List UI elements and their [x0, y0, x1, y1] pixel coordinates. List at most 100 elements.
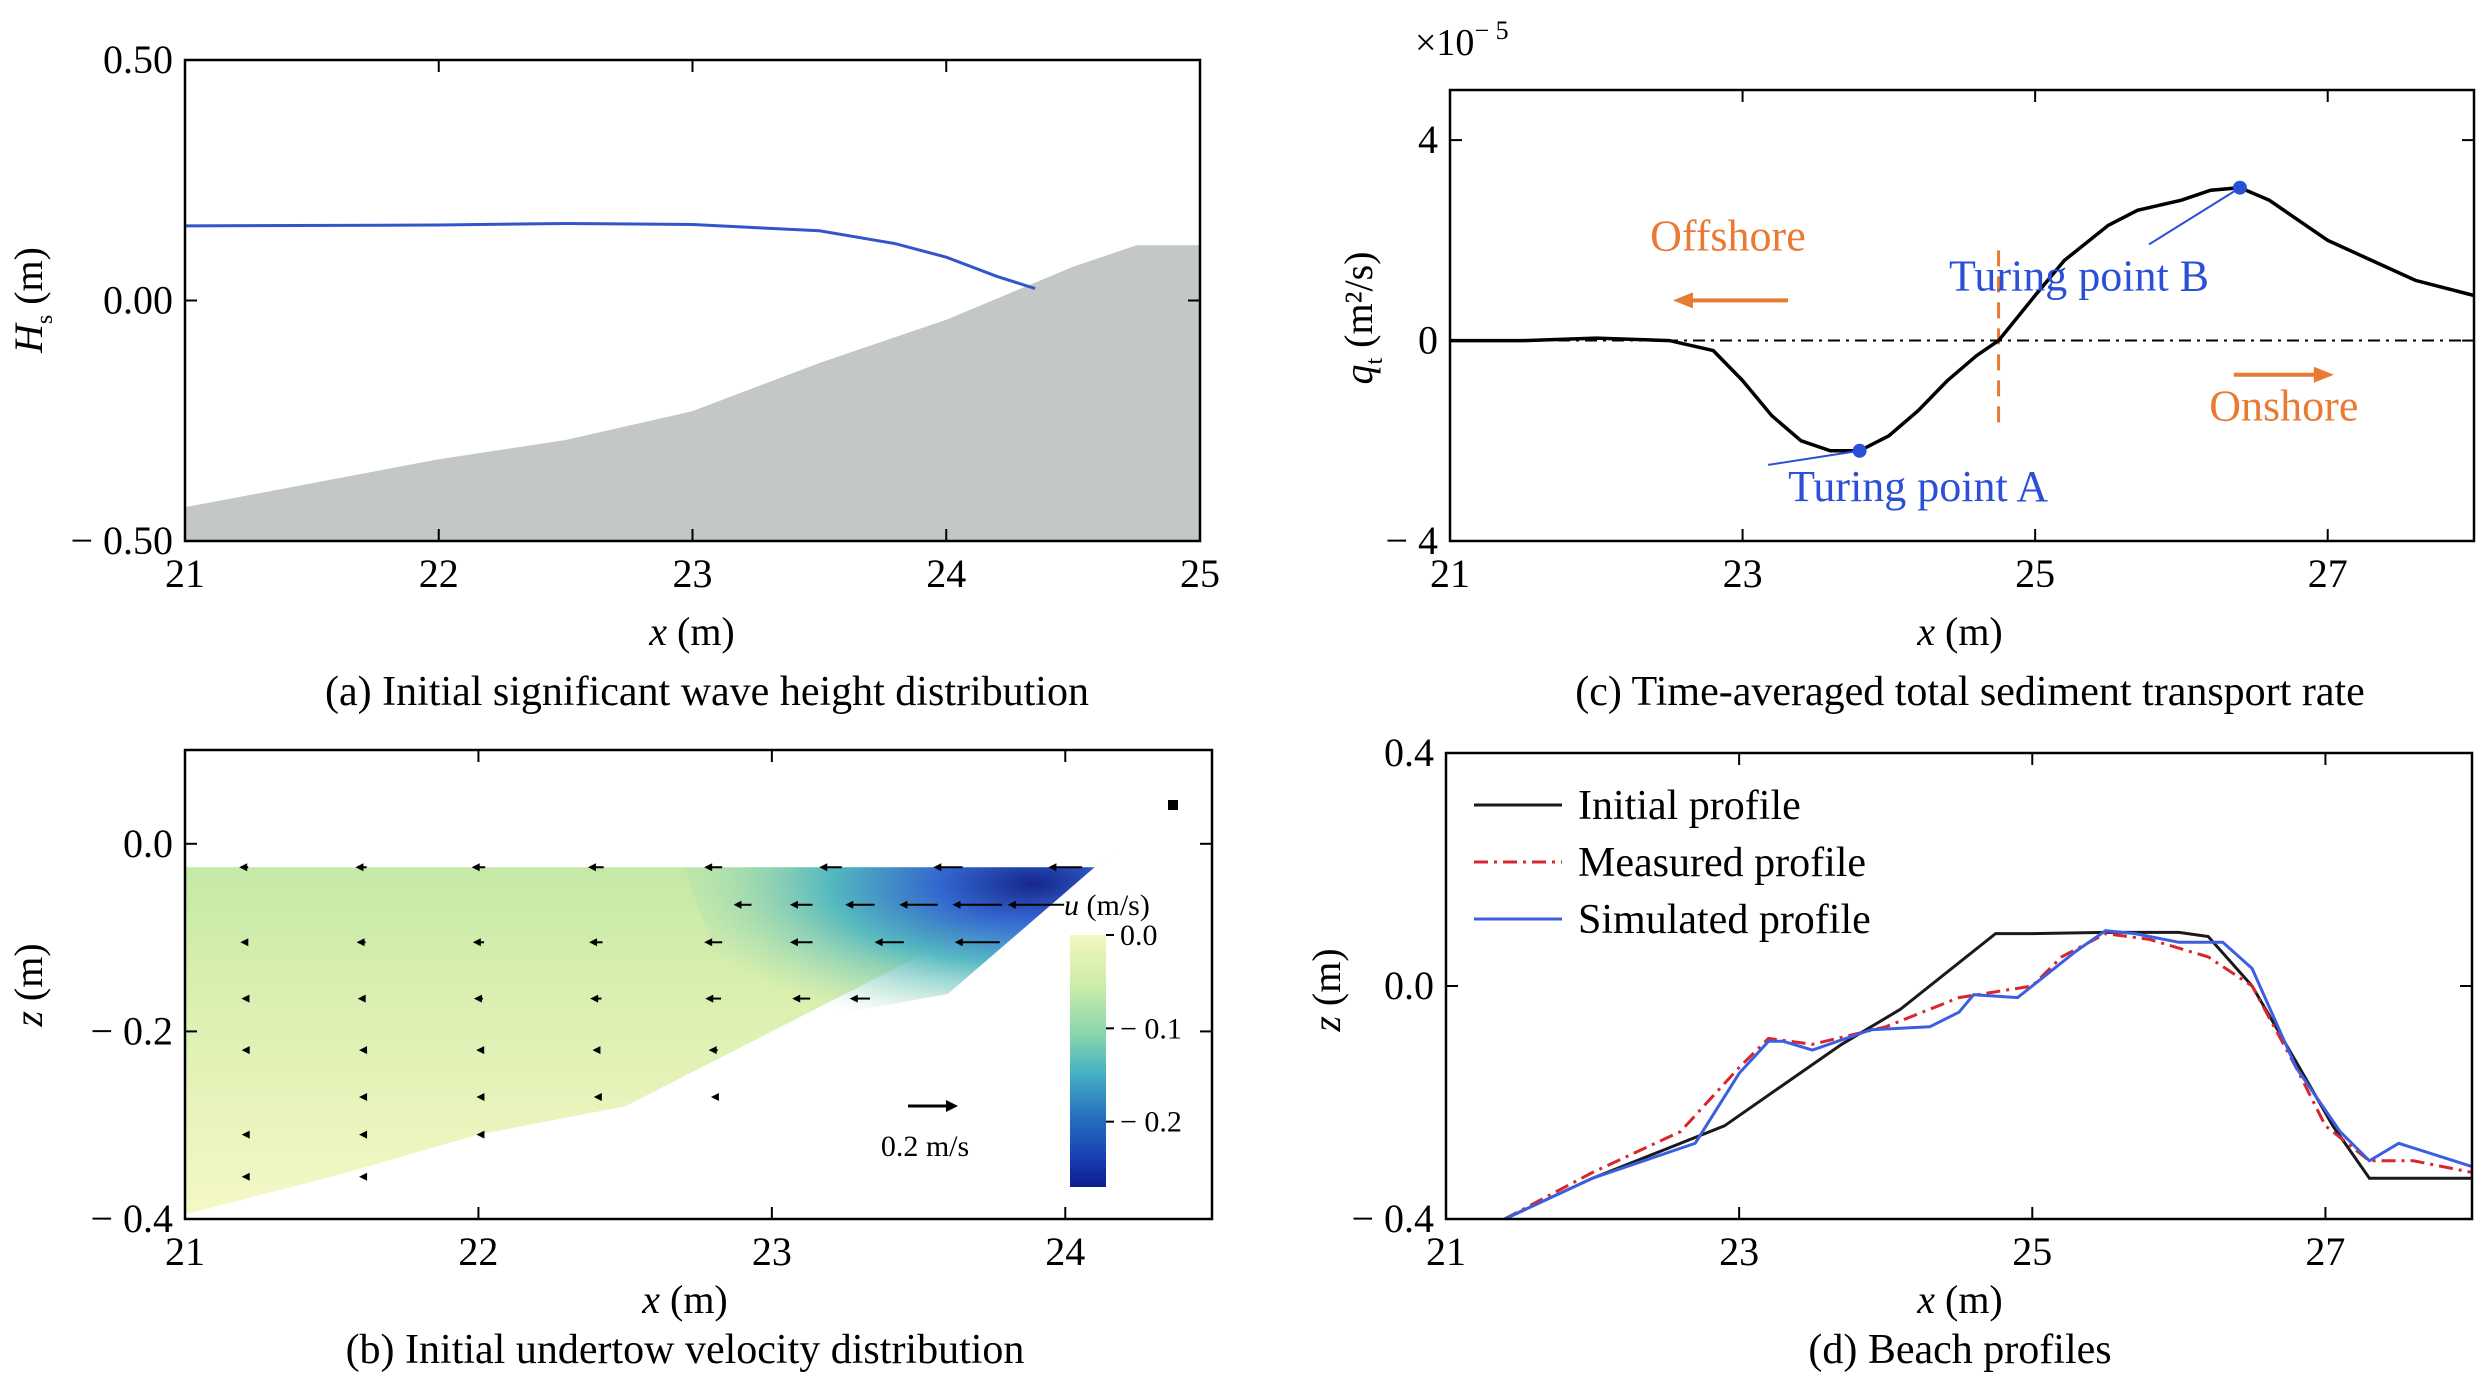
x-tick-label: 23 — [673, 551, 713, 596]
y-tick-label: 0.4 — [1384, 730, 1434, 775]
velocity-vectors — [239, 863, 1083, 1181]
colorbar-tick-label: 0.0 — [1120, 919, 1158, 952]
y-tick-label: − 0.4 — [90, 1196, 173, 1241]
velocity-arrow-head — [241, 994, 250, 1003]
velocity-arrow-head — [476, 1093, 485, 1102]
velocity-arrow-head — [954, 938, 963, 947]
velocity-arrow-head — [356, 938, 365, 947]
velocity-arrow-head — [849, 994, 858, 1003]
velocity-arrow-head — [473, 994, 482, 1003]
velocity-arrow-head — [241, 1130, 250, 1139]
x-tick-label: 25 — [2012, 1229, 2052, 1274]
x-tick-label: 27 — [2308, 551, 2348, 596]
x-tick-label: 21 — [165, 1229, 205, 1274]
velocity-arrow-head — [589, 938, 598, 947]
velocity-arrow-head — [241, 1172, 250, 1181]
velocity-arrow-head — [899, 900, 908, 909]
panel-caption: (a) Initial significant wave height dist… — [325, 669, 1089, 715]
y-ticks: 0.0 − 0.2 − 0.4 — [90, 821, 1212, 1241]
velocity-arrow-head — [789, 938, 798, 947]
x-tick-label: 23 — [752, 1229, 792, 1274]
colorbar-gradient — [1070, 935, 1106, 1187]
y-tick-label: 0.00 — [103, 278, 173, 323]
y-ticks: − 0.50 0.00 0.50 — [70, 37, 1200, 563]
legend-label: Initial profile — [1578, 783, 1801, 829]
colorbar-tick-label: − 0.2 — [1120, 1106, 1182, 1139]
velocity-arrow-head — [357, 994, 366, 1003]
x-ticks: 21 22 23 24 25 — [165, 60, 1220, 596]
transport-rate-line — [1450, 185, 2475, 453]
profile-line-simulated — [1503, 929, 2472, 1219]
x-ticks: 21 23 25 27 — [1430, 90, 2348, 596]
velocity-arrow-head — [359, 1172, 368, 1181]
direction-arrow-head — [1672, 292, 1693, 309]
velocity-arrow-head — [704, 938, 713, 947]
velocity-arrow-head — [476, 1130, 485, 1139]
panel-caption: (b) Initial undertow velocity distributi… — [346, 1327, 1025, 1373]
velocity-arrow-head — [1048, 863, 1057, 872]
y-ticks: 0.4 0.0 − 0.4 — [1351, 730, 2472, 1241]
velocity-arrow-head — [239, 863, 248, 872]
velocity-arrow-head — [792, 994, 801, 1003]
panel-b-undertow: 21 22 23 24 0.0 − 0.2 − 0.4 u (m/s) 0.0 − 0.1 −… — [6, 748, 1214, 1373]
seabed-area — [185, 245, 1200, 541]
reference-vector: 0.2 m/s — [881, 1100, 969, 1163]
velocity-arrow-head — [789, 900, 798, 909]
velocity-field-area — [185, 792, 1212, 1215]
profile-line-initial — [1503, 930, 2472, 1219]
annotation-label: Turing point A — [1788, 462, 2048, 511]
direction-arrow-head — [2313, 366, 2334, 383]
velocity-arrow-head — [733, 900, 742, 909]
velocity-arrow-head — [704, 863, 713, 872]
velocity-arrow-head — [592, 1046, 601, 1055]
x-tick-label: 22 — [458, 1229, 498, 1274]
velocity-arrow-head — [241, 1046, 250, 1055]
y-axis-label: z (m) — [6, 943, 51, 1027]
y-tick-label: 4 — [1418, 117, 1438, 162]
y-axis-label: qt (m²/s) — [1336, 251, 1388, 384]
x-axis-label: x (m) — [1916, 1277, 2003, 1322]
x-tick-label: 22 — [419, 551, 459, 596]
colorbar-title: u (m/s) — [1064, 889, 1150, 922]
velocity-arrow-head — [705, 994, 714, 1003]
x-tick-label: 21 — [165, 551, 205, 596]
reference-arrow-head — [946, 1100, 958, 1112]
velocity-arrow-head — [1007, 900, 1016, 909]
x-tick-label: 25 — [1180, 551, 1220, 596]
panel-c-sediment-transport: Offshore Onshore Turing point A Turing poin… — [1336, 16, 2476, 715]
profile-lines — [1503, 929, 2472, 1219]
y-tick-label: 0.50 — [103, 37, 173, 82]
velocity-arrow-head — [708, 1046, 717, 1055]
velocity-arrow-head — [933, 863, 942, 872]
x-axis-label: x (m) — [648, 609, 735, 654]
legend-label: Simulated profile — [1578, 897, 1871, 943]
y-tick-label: 0.0 — [123, 821, 173, 866]
annotation-label: Turing point B — [1949, 251, 2209, 300]
turning-point-leader — [2148, 186, 2241, 246]
velocity-arrow-head — [819, 863, 828, 872]
x-axis-label: x (m) — [1916, 609, 2003, 654]
y-ticks: 4 0 − 4 — [1385, 117, 2474, 563]
annotations: Offshore Onshore Turing point A Turing poin… — [1650, 180, 2358, 511]
y-tick-label: − 4 — [1385, 518, 1438, 563]
velocity-arrow-head — [874, 938, 883, 947]
colorbar-tick-label: − 0.1 — [1120, 1012, 1182, 1045]
x-axis-label: x (m) — [641, 1277, 728, 1322]
y-axis-label: z (m) — [1304, 948, 1349, 1032]
shoreline-marker — [1168, 800, 1178, 810]
x-tick-label: 21 — [1426, 1229, 1466, 1274]
y-tick-label: − 0.2 — [90, 1008, 173, 1053]
velocity-arrow-head — [593, 1093, 602, 1102]
reference-vector-label: 0.2 m/s — [881, 1130, 969, 1163]
velocity-arrow-head — [952, 900, 961, 909]
x-tick-label: 27 — [2305, 1229, 2345, 1274]
velocity-arrow-head — [359, 1093, 368, 1102]
legend: Initial profile Measured profile Simulated… — [1474, 783, 1871, 943]
wave-height-line — [184, 221, 1036, 290]
axis-scale-factor: ×10− 5 — [1415, 16, 1509, 64]
x-tick-label: 24 — [926, 551, 966, 596]
velocity-arrow-head — [590, 994, 599, 1003]
velocity-arrow-head — [587, 863, 596, 872]
velocity-arrow-head — [359, 1046, 368, 1055]
x-tick-label: 23 — [1723, 551, 1763, 596]
